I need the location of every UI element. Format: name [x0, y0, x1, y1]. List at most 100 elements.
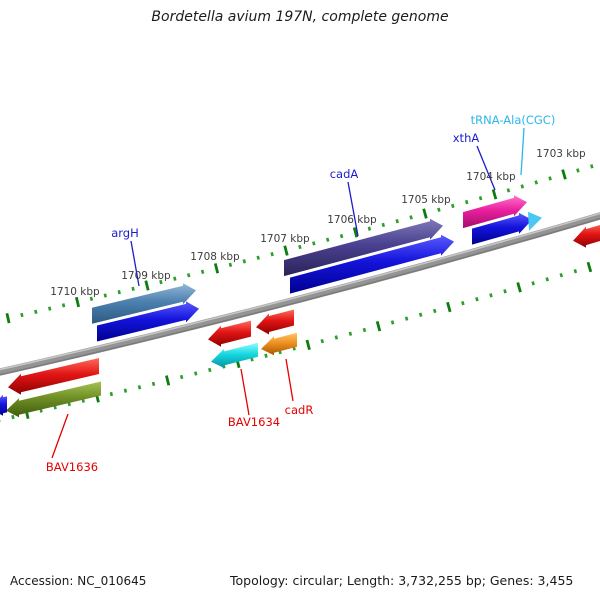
scale-tick-minor	[409, 215, 413, 220]
gene-label-cadA[interactable]: cadA	[330, 167, 359, 181]
scale-tick-minor	[573, 268, 578, 274]
scale-tick-minor	[534, 180, 538, 185]
scale-tick-minor	[103, 293, 108, 298]
scale-tick-minor	[320, 339, 324, 344]
scale-tick-minor	[137, 385, 142, 390]
gene-label-BAV1636[interactable]: BAV1636	[46, 460, 98, 474]
scale-tick-minor	[159, 279, 163, 285]
gene-arrow-blue-5[interactable]	[472, 212, 532, 245]
gene-arrow-blue-14[interactable]	[0, 394, 7, 416]
scale-tick-minor	[489, 293, 493, 298]
scale-label: 1706 kbp	[327, 214, 377, 226]
scale-tick-minor	[186, 273, 191, 278]
scale-tick-minor	[381, 222, 386, 228]
scale-tick-minor	[390, 320, 395, 325]
gene-arrow-red-8[interactable]	[208, 320, 251, 347]
scale-tick-minor	[432, 308, 437, 314]
scale-tick-minor	[348, 331, 353, 336]
scale-tick-major	[305, 339, 311, 351]
scale-tick-minor	[548, 176, 552, 181]
gene-arrow-red-10[interactable]	[256, 309, 294, 335]
scale-tick-major	[283, 245, 289, 256]
gene-arrow-cadR[interactable]	[261, 332, 297, 356]
scale-tick-minor	[298, 244, 302, 250]
scale-tick-minor	[256, 255, 260, 260]
scale-tick-minor	[334, 335, 339, 340]
scale-tick-minor	[576, 168, 580, 173]
scale-tick-major	[5, 312, 11, 324]
gene-label-line	[347, 181, 359, 237]
gene-label-line	[240, 368, 250, 416]
scale-tick-minor	[117, 290, 121, 295]
gene-label-argH[interactable]: argH	[111, 226, 139, 240]
scale-tick-minor	[0, 418, 1, 423]
scale-label: 1703 kbp	[536, 148, 586, 160]
gene-label-line	[476, 145, 496, 191]
scale-tick-major	[375, 321, 382, 332]
scale-tick-minor	[418, 312, 423, 317]
scale-tick-minor	[437, 207, 441, 212]
scale-tick-minor	[395, 219, 399, 224]
gene-label-xthA[interactable]: xthA	[453, 131, 480, 145]
scale-tick-minor	[179, 374, 184, 380]
scale-tick-minor	[404, 316, 409, 321]
gene-arrow-BAV1636[interactable]	[6, 381, 101, 418]
scale-tick-minor	[131, 286, 135, 291]
scale-tick-major	[165, 375, 171, 386]
scale-tick-minor	[362, 327, 367, 333]
scale-tick-minor	[325, 237, 330, 242]
scale-label: 1705 kbp	[401, 194, 451, 206]
gene-arrow-argH[interactable]	[92, 283, 196, 324]
gene-label-cadR[interactable]: cadR	[285, 403, 314, 417]
scale-tick-minor	[478, 196, 483, 201]
scale-tick-major	[144, 280, 150, 291]
gene-label-line	[51, 413, 69, 459]
scale-tick-minor	[109, 391, 114, 397]
status-accession: Accession: NC_010645	[10, 574, 147, 588]
gene-label-line	[285, 358, 294, 402]
scale-tick-minor	[339, 233, 344, 239]
scale-label: 1704 kbp	[466, 171, 516, 183]
status-topology: Topology: circular; Length: 3,732,255 bp…	[230, 573, 574, 588]
scale-label: 1710 kbp	[50, 286, 100, 298]
scale-tick-major	[586, 261, 593, 273]
scale-tick-minor	[228, 262, 233, 267]
scale-tick-minor	[312, 241, 316, 246]
scale-label: 1708 kbp	[190, 251, 240, 263]
gene-label-tRNA-Ala(CGC)[interactable]: tRNA-Ala(CGC)	[471, 113, 556, 127]
scale-tick-minor	[48, 306, 52, 311]
scale-tick-minor	[464, 199, 469, 205]
scale-tick-minor	[545, 277, 549, 282]
scale-tick-minor	[61, 303, 66, 308]
genome-backbone	[0, 212, 600, 376]
scale-tick-minor	[151, 381, 156, 387]
scale-tick-minor	[89, 296, 94, 301]
gene-arrow-BAV1634[interactable]	[211, 342, 258, 368]
scale-tick-major	[491, 189, 498, 200]
scale-tick-minor	[20, 312, 24, 318]
scale-tick-minor	[208, 367, 212, 373]
scale-tick-minor	[520, 184, 525, 189]
gene-arrow-cadA[interactable]	[284, 218, 443, 277]
gene-arrow-tRNA-Ala(CGC)[interactable]	[528, 211, 542, 231]
gene-arrow-blue-1[interactable]	[97, 301, 199, 342]
gene-arrow-red-12[interactable]	[8, 358, 99, 395]
scale-tick-minor	[461, 300, 465, 306]
scale-tick-minor	[451, 203, 455, 209]
gene-arrow-red-7[interactable]	[573, 223, 600, 248]
scale-tick-minor	[503, 289, 507, 294]
gene-arrow-blue-3[interactable]	[290, 234, 454, 294]
page-title: Bordetella avium 197N, complete genome	[151, 9, 449, 25]
gene-label-line	[130, 240, 140, 287]
scale-tick-minor	[270, 252, 274, 257]
gene-arrow-xthA[interactable]	[463, 195, 527, 229]
gene-label-BAV1634[interactable]: BAV1634	[228, 415, 280, 429]
scale-tick-major	[422, 208, 428, 219]
scale-tick-minor	[264, 353, 268, 358]
genome-backbone-shadow	[0, 217, 600, 376]
scale-tick-minor	[194, 371, 198, 376]
genome-backbone-highlight	[0, 212, 600, 371]
scale-tick-major	[352, 227, 359, 238]
scale-tick-major	[446, 301, 452, 313]
